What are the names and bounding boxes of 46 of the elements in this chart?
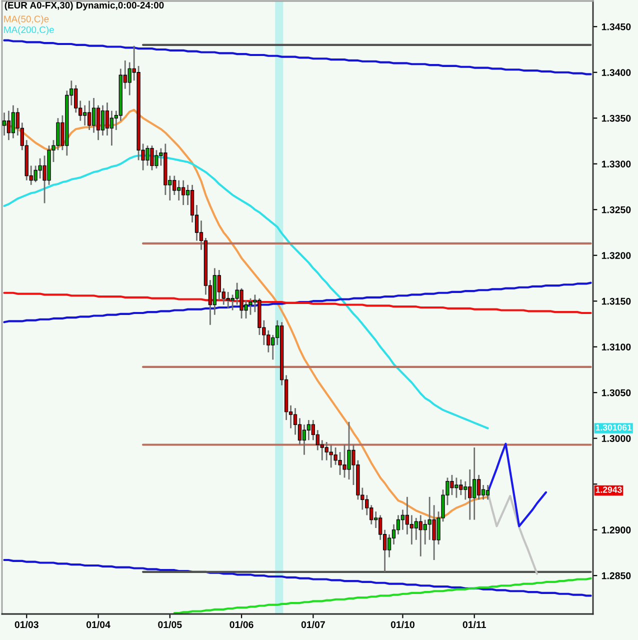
y-tick-label: 1.3200 (602, 252, 631, 259)
text: MA(50,C)e (4, 15, 49, 24)
y-tick-label: 1.3250 (602, 206, 631, 214)
candlestick (100, 104, 105, 136)
candlestick (396, 514, 400, 536)
y-tick-label: 1.3000 (602, 435, 631, 442)
x-tick-label: 01/10 (390, 620, 414, 628)
y-tick-label: 1.3050 (602, 389, 631, 396)
x-tick-label: 01/11 (462, 620, 486, 628)
y-tick-label: 1.3350 (602, 114, 631, 122)
candlestick (6, 110, 11, 141)
candlestick (11, 104, 16, 139)
line-series (173, 577, 592, 614)
y-tick-label: 1.3450 (602, 23, 631, 30)
candlestick (486, 484, 490, 500)
candlestick (92, 97, 96, 134)
text: MA(200,C)e (4, 26, 54, 35)
x-tick-label: 01/07 (301, 620, 325, 628)
y-tick-label: 1.2900 (602, 526, 631, 534)
candlestick (96, 104, 100, 141)
chart-title: (EUR A0-FX,30) Dynamic,0:00-24:00 (4, 2, 164, 10)
candlestick (405, 496, 410, 536)
candlestick (306, 419, 311, 441)
y-tick-label: 1.3150 (602, 298, 631, 305)
candlestick (87, 100, 92, 131)
y-tick-label: 1.2850 (602, 572, 631, 580)
candlestick (2, 112, 6, 136)
x-tick-label: 01/03 (14, 620, 38, 628)
text: 1.301061 (596, 424, 632, 431)
candlestick (298, 418, 302, 446)
line-series (486, 442, 548, 528)
x-tick-label: 01/04 (86, 620, 110, 628)
y-tick-label: 1.3400 (602, 69, 631, 76)
annotation: 1.2943 (596, 486, 622, 493)
x-tick-label: 01/05 (158, 620, 182, 628)
candlestick (302, 424, 306, 456)
candlestick (400, 509, 405, 531)
x-tick-label: 01/06 (230, 620, 254, 628)
y-tick-label: 1.3100 (602, 344, 631, 350)
candlestick (105, 102, 110, 136)
y-tick-label: 1.3300 (602, 160, 631, 168)
line-series (3, 558, 592, 597)
line-series (3, 282, 592, 324)
candlestick (110, 110, 114, 146)
line-series (3, 39, 592, 76)
candlestick (387, 534, 392, 558)
